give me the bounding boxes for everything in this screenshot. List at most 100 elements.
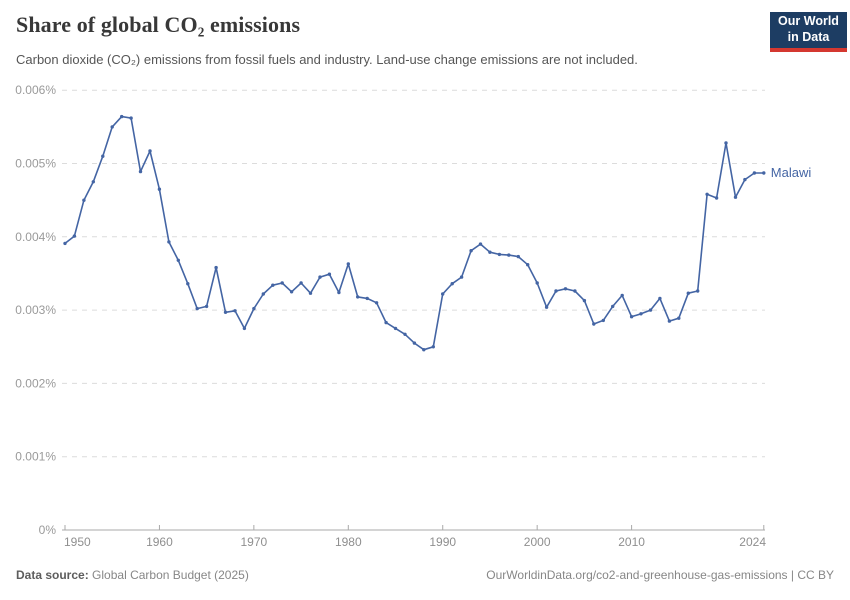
y-axis-tick-label: 0.003% bbox=[15, 303, 56, 317]
data-point bbox=[629, 315, 634, 319]
x-axis-tick-label: 1970 bbox=[241, 535, 268, 549]
data-point bbox=[733, 195, 738, 199]
data-point bbox=[507, 253, 511, 257]
data-point bbox=[233, 309, 237, 313]
data-point bbox=[271, 283, 275, 287]
data-point bbox=[535, 281, 539, 285]
data-point bbox=[403, 332, 407, 336]
data-point bbox=[308, 291, 313, 295]
data-point bbox=[138, 169, 143, 174]
owid-logo[interactable]: Our World in Data bbox=[770, 12, 847, 52]
data-source-text: Data source: Global Carbon Budget (2025) bbox=[16, 568, 249, 582]
data-point bbox=[686, 291, 690, 295]
data-point bbox=[101, 154, 105, 158]
x-axis-tick-label: 1980 bbox=[335, 535, 362, 549]
owid-logo-line1: Our World bbox=[778, 14, 839, 29]
data-point bbox=[63, 241, 67, 246]
data-point bbox=[72, 234, 77, 238]
x-axis-tick-label: 2024 bbox=[739, 535, 766, 549]
data-point bbox=[658, 296, 662, 301]
data-point bbox=[752, 171, 757, 175]
data-point bbox=[280, 281, 284, 285]
data-point bbox=[459, 275, 464, 279]
data-point bbox=[129, 116, 133, 120]
data-point bbox=[544, 305, 549, 309]
x-axis-tick-label: 1960 bbox=[146, 535, 173, 549]
owid-logo-line2: in Data bbox=[787, 30, 830, 44]
x-axis-tick-label: 2000 bbox=[524, 535, 551, 549]
data-point bbox=[120, 114, 124, 119]
data-point bbox=[157, 187, 162, 191]
data-point bbox=[204, 304, 209, 309]
series-line bbox=[64, 115, 765, 351]
line-chart: 0% 0.001% 0.002% 0.003% 0.004% 0.005% 0.006% 19… bbox=[15, 83, 812, 549]
data-point bbox=[620, 293, 624, 298]
data-point bbox=[82, 198, 86, 202]
data-point bbox=[289, 290, 294, 294]
data-point bbox=[356, 295, 360, 299]
data-point bbox=[488, 250, 492, 254]
data-point bbox=[441, 292, 445, 296]
data-point bbox=[724, 141, 728, 145]
data-point bbox=[176, 258, 180, 262]
data-point bbox=[148, 149, 152, 153]
data-point bbox=[422, 348, 426, 352]
data-point bbox=[497, 252, 502, 257]
data-point bbox=[743, 177, 747, 182]
footer-link[interactable]: OurWorldinData.org/co2-and-greenhouse-ga… bbox=[486, 568, 834, 582]
data-point bbox=[601, 318, 605, 323]
y-axis-tick-label: 0.004% bbox=[15, 230, 56, 244]
data-point bbox=[110, 125, 114, 129]
data-point bbox=[573, 289, 577, 293]
data-point bbox=[412, 341, 417, 345]
data-point bbox=[384, 320, 388, 325]
data-point bbox=[667, 319, 672, 323]
y-axis-tick-label: 0.002% bbox=[15, 376, 56, 390]
data-point bbox=[346, 262, 350, 266]
data-point bbox=[592, 322, 596, 326]
data-point bbox=[582, 298, 587, 303]
data-point bbox=[648, 308, 653, 312]
y-axis-tick-label: 0.006% bbox=[15, 83, 56, 97]
data-point bbox=[431, 345, 435, 349]
chart-footer: Data source: Global Carbon Budget (2025)… bbox=[16, 568, 834, 582]
data-source-value: Global Carbon Budget (2025) bbox=[92, 568, 249, 582]
data-source-label: Data source: bbox=[16, 568, 89, 582]
data-point bbox=[478, 242, 483, 246]
data-point bbox=[450, 282, 454, 286]
y-axis-tick-label: 0% bbox=[39, 523, 57, 537]
data-point bbox=[639, 312, 643, 316]
x-axis-tick-label: 1950 bbox=[64, 535, 91, 549]
data-point bbox=[214, 265, 218, 270]
y-axis-tick-label: 0.005% bbox=[15, 157, 56, 171]
data-point bbox=[554, 289, 558, 293]
data-point bbox=[261, 292, 265, 296]
data-point bbox=[327, 272, 332, 276]
data-point bbox=[337, 290, 341, 295]
data-point bbox=[714, 196, 719, 200]
data-point bbox=[223, 310, 228, 314]
series-entity-label: Malawi bbox=[771, 165, 812, 180]
data-point bbox=[696, 289, 700, 293]
data-point bbox=[762, 171, 766, 175]
data-point bbox=[705, 192, 709, 196]
data-point bbox=[393, 326, 398, 331]
data-point bbox=[365, 296, 369, 301]
data-point bbox=[611, 304, 615, 309]
data-point bbox=[186, 282, 190, 286]
y-axis-tick-label: 0.001% bbox=[15, 450, 56, 464]
data-point bbox=[195, 306, 199, 311]
data-point bbox=[318, 275, 322, 279]
data-point bbox=[252, 306, 256, 311]
data-point bbox=[91, 180, 96, 184]
data-point bbox=[299, 281, 303, 285]
page-title: Share of global CO₂ emissions bbox=[16, 12, 301, 37]
chart-subtitle: Carbon dioxide (CO₂) emissions from foss… bbox=[16, 52, 638, 67]
data-point bbox=[167, 240, 171, 244]
data-point bbox=[526, 263, 530, 267]
x-axis-tick-label: 1990 bbox=[429, 535, 456, 549]
data-point bbox=[374, 301, 379, 305]
data-point bbox=[563, 287, 568, 291]
data-point bbox=[516, 254, 520, 259]
